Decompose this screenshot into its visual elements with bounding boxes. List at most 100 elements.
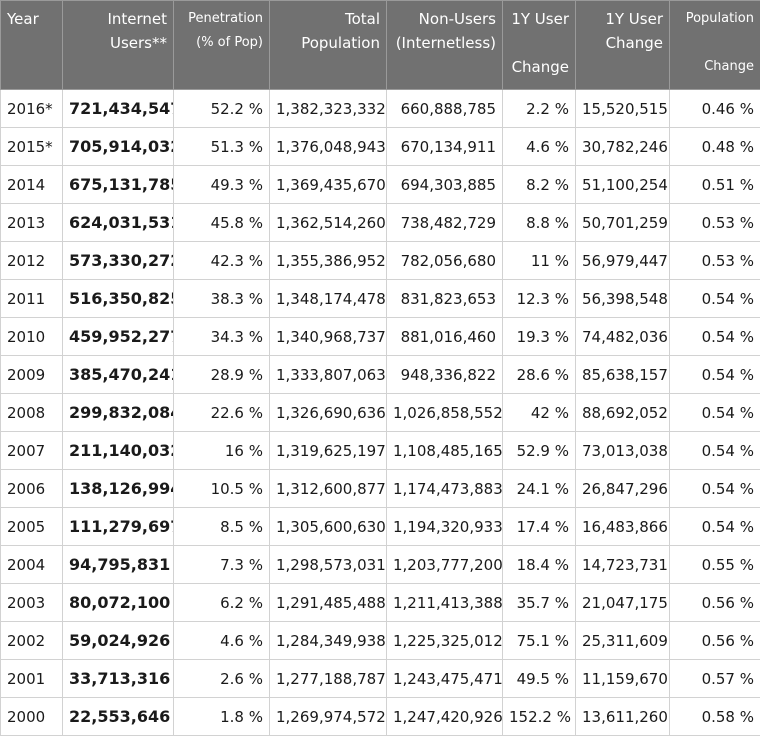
cell-internet-users: 138,126,994 (63, 470, 174, 508)
cell-user-change-pct: 28.6 % (503, 356, 576, 394)
cell-penetration: 4.6 % (174, 622, 270, 660)
cell-penetration: 6.2 % (174, 584, 270, 622)
cell-internet-users: 80,072,100 (63, 584, 174, 622)
cell-internet-users: 721,434,547 (63, 90, 174, 128)
cell-internet-users: 705,914,032 (63, 128, 174, 166)
cell-internet-users: 516,350,825 (63, 280, 174, 318)
cell-population-change: 0.56 % (670, 584, 760, 622)
cell-total-population: 1,277,188,787 (270, 660, 387, 698)
cell-year: 2002 (1, 622, 63, 660)
cell-internet-users: 624,031,531 (63, 204, 174, 242)
header-label-line: Users** (69, 31, 167, 55)
cell-user-change-pct: 8.8 % (503, 204, 576, 242)
cell-total-population: 1,362,514,260 (270, 204, 387, 242)
cell-user-change: 30,782,246 (576, 128, 670, 166)
header-label-line: Year (7, 7, 56, 31)
cell-total-population: 1,340,968,737 (270, 318, 387, 356)
cell-total-population: 1,376,048,943 (270, 128, 387, 166)
header-label-line: Change (582, 31, 663, 55)
cell-non-users: 738,482,729 (387, 204, 503, 242)
cell-total-population: 1,355,386,952 (270, 242, 387, 280)
cell-year: 2015* (1, 128, 63, 166)
cell-non-users: 782,056,680 (387, 242, 503, 280)
cell-population-change: 0.51 % (670, 166, 760, 204)
cell-non-users: 831,823,653 (387, 280, 503, 318)
cell-penetration: 16 % (174, 432, 270, 470)
cell-non-users: 948,336,822 (387, 356, 503, 394)
cell-penetration: 10.5 % (174, 470, 270, 508)
cell-population-change: 0.55 % (670, 546, 760, 584)
header-label-line: Change (676, 55, 754, 79)
cell-total-population: 1,284,349,938 (270, 622, 387, 660)
cell-user-change-pct: 152.2 % (503, 698, 576, 736)
cell-user-change-pct: 19.3 % (503, 318, 576, 356)
cell-user-change: 15,520,515 (576, 90, 670, 128)
cell-user-change-pct: 4.6 % (503, 128, 576, 166)
cell-year: 2013 (1, 204, 63, 242)
cell-user-change: 51,100,254 (576, 166, 670, 204)
cell-user-change: 88,692,052 (576, 394, 670, 432)
cell-population-change: 0.48 % (670, 128, 760, 166)
cell-year: 2005 (1, 508, 63, 546)
cell-penetration: 45.8 % (174, 204, 270, 242)
cell-penetration: 2.6 % (174, 660, 270, 698)
cell-population-change: 0.53 % (670, 204, 760, 242)
cell-total-population: 1,298,573,031 (270, 546, 387, 584)
cell-user-change-pct: 8.2 % (503, 166, 576, 204)
cell-non-users: 1,203,777,200 (387, 546, 503, 584)
cell-year: 2006 (1, 470, 63, 508)
cell-user-change: 16,483,866 (576, 508, 670, 546)
header-non-users: Non-Users(Internetless) (387, 1, 503, 90)
cell-year: 2003 (1, 584, 63, 622)
cell-non-users: 1,243,475,471 (387, 660, 503, 698)
cell-user-change: 13,611,260 (576, 698, 670, 736)
cell-user-change-pct: 42 % (503, 394, 576, 432)
header-label-line: Population (276, 31, 380, 55)
cell-user-change: 56,398,548 (576, 280, 670, 318)
cell-year: 2014 (1, 166, 63, 204)
cell-user-change-pct: 17.4 % (503, 508, 576, 546)
cell-user-change: 11,159,670 (576, 660, 670, 698)
cell-user-change-pct: 52.9 % (503, 432, 576, 470)
header-population-change: Population Change (670, 1, 760, 90)
cell-year: 2009 (1, 356, 63, 394)
header-label-line: Population (676, 7, 754, 31)
cell-non-users: 1,026,858,552 (387, 394, 503, 432)
cell-penetration: 42.3 % (174, 242, 270, 280)
cell-population-change: 0.54 % (670, 318, 760, 356)
cell-non-users: 1,194,320,933 (387, 508, 503, 546)
cell-non-users: 1,211,413,388 (387, 584, 503, 622)
cell-total-population: 1,326,690,636 (270, 394, 387, 432)
header-year: Year (1, 1, 63, 90)
cell-internet-users: 573,330,272 (63, 242, 174, 280)
cell-year: 2016* (1, 90, 63, 128)
header-label-line: Penetration (180, 7, 263, 31)
header-label-line (676, 31, 754, 55)
cell-population-change: 0.58 % (670, 698, 760, 736)
cell-internet-users: 33,713,316 (63, 660, 174, 698)
cell-penetration: 8.5 % (174, 508, 270, 546)
cell-user-change: 85,638,157 (576, 356, 670, 394)
cell-population-change: 0.54 % (670, 508, 760, 546)
cell-internet-users: 299,832,084 (63, 394, 174, 432)
cell-user-change: 25,311,609 (576, 622, 670, 660)
cell-internet-users: 111,279,697 (63, 508, 174, 546)
header-label-line: (% of Pop) (180, 31, 263, 55)
cell-population-change: 0.54 % (670, 356, 760, 394)
cell-population-change: 0.54 % (670, 394, 760, 432)
cell-population-change: 0.54 % (670, 432, 760, 470)
